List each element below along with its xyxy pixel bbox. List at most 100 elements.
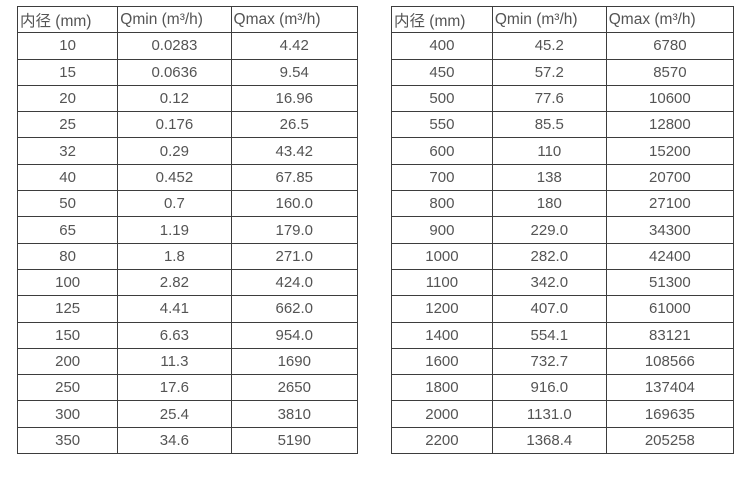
- cell-qmax: 2650: [230, 374, 359, 402]
- cell-qmax: 6780: [605, 32, 735, 60]
- cell-qmin: 0.7: [117, 190, 232, 218]
- col-header-qmax: Qmax (m³/h): [230, 5, 359, 34]
- table-row: 550 85.5 12800: [391, 111, 735, 139]
- cell-qmax: 8570: [605, 58, 735, 86]
- table-row: 400 45.2 6780: [391, 32, 735, 60]
- cell-diameter: 900: [391, 216, 493, 244]
- table-row: 2200 1368.4 205258: [391, 426, 735, 455]
- table-row: 2000 1131.0 169635: [391, 400, 735, 428]
- table-row: 40 0.452 67.85: [16, 163, 359, 192]
- table-row: 20 0.12 16.96: [16, 84, 359, 113]
- cell-qmin: 1.19: [117, 216, 232, 244]
- cell-diameter: 400: [391, 32, 493, 60]
- cell-qmax: 83121: [605, 321, 735, 349]
- cell-diameter: 20: [16, 84, 119, 113]
- table-row: 900 229.0 34300: [391, 216, 735, 244]
- cell-qmax: 51300: [605, 268, 735, 297]
- table-row: 500 77.6 10600: [391, 84, 735, 113]
- table-row: 65 1.19 179.0: [16, 216, 359, 244]
- table-row: 1600 732.7 108566: [391, 347, 735, 376]
- header-row: 内径 (mm) Qmin (m³/h) Qmax (m³/h): [391, 5, 735, 34]
- cell-diameter: 200: [16, 347, 119, 376]
- col-header-diameter: 内径 (mm): [391, 5, 493, 34]
- cell-qmin: 4.41: [117, 295, 232, 323]
- table-row: 25 0.176 26.5: [16, 111, 359, 139]
- cell-diameter: 15: [16, 58, 119, 86]
- table-row: 700 138 20700: [391, 163, 735, 192]
- cell-qmax: 108566: [605, 347, 735, 376]
- table-row: 15 0.0636 9.54: [16, 58, 359, 86]
- cell-qmax: 43.42: [230, 137, 359, 165]
- cell-qmin: 229.0: [491, 216, 607, 244]
- cell-qmax: 27100: [605, 190, 735, 218]
- header-row: 内径 (mm) Qmin (m³/h) Qmax (m³/h): [16, 5, 359, 34]
- col-header-qmin: Qmin (m³/h): [491, 5, 607, 34]
- table-row: 200 11.3 1690: [16, 347, 359, 376]
- cell-qmax: 662.0: [230, 295, 359, 323]
- table-row: 1100 342.0 51300: [391, 268, 735, 297]
- cell-diameter: 1100: [391, 268, 493, 297]
- cell-qmax: 10600: [605, 84, 735, 113]
- cell-diameter: 1600: [391, 347, 493, 376]
- cell-qmin: 1.8: [117, 242, 232, 270]
- col-header-qmin: Qmin (m³/h): [117, 5, 232, 34]
- cell-diameter: 550: [391, 111, 493, 139]
- table-row: 300 25.4 3810: [16, 400, 359, 428]
- cell-qmin: 916.0: [491, 374, 607, 402]
- cell-qmax: 3810: [230, 400, 359, 428]
- cell-diameter: 250: [16, 374, 119, 402]
- cell-qmax: 424.0: [230, 268, 359, 297]
- table-row: 800 180 27100: [391, 190, 735, 218]
- cell-qmin: 17.6: [117, 374, 232, 402]
- table-row: 32 0.29 43.42: [16, 137, 359, 165]
- cell-qmin: 110: [491, 137, 607, 165]
- cell-qmax: 271.0: [230, 242, 359, 270]
- cell-qmin: 57.2: [491, 58, 607, 86]
- cell-diameter: 1400: [391, 321, 493, 349]
- cell-qmax: 160.0: [230, 190, 359, 218]
- cell-qmin: 1131.0: [491, 400, 607, 428]
- table-row: 1200 407.0 61000: [391, 295, 735, 323]
- cell-qmin: 0.0636: [117, 58, 232, 86]
- cell-qmin: 180: [491, 190, 607, 218]
- cell-qmin: 0.29: [117, 137, 232, 165]
- cell-qmax: 205258: [605, 426, 735, 455]
- cell-diameter: 2000: [391, 400, 493, 428]
- cell-qmax: 137404: [605, 374, 735, 402]
- cell-diameter: 25: [16, 111, 119, 139]
- cell-qmax: 5190: [230, 426, 359, 455]
- cell-qmin: 11.3: [117, 347, 232, 376]
- cell-diameter: 1000: [391, 242, 493, 270]
- cell-diameter: 1800: [391, 374, 493, 402]
- cell-qmax: 169635: [605, 400, 735, 428]
- cell-qmax: 34300: [605, 216, 735, 244]
- cell-qmax: 179.0: [230, 216, 359, 244]
- table-row: 250 17.6 2650: [16, 374, 359, 402]
- cell-qmax: 15200: [605, 137, 735, 165]
- cell-qmin: 45.2: [491, 32, 607, 60]
- table-row: 600 110 15200: [391, 137, 735, 165]
- table-row: 1400 554.1 83121: [391, 321, 735, 349]
- cell-qmin: 282.0: [491, 242, 607, 270]
- cell-diameter: 32: [16, 137, 119, 165]
- cell-diameter: 1200: [391, 295, 493, 323]
- cell-diameter: 600: [391, 137, 493, 165]
- cell-diameter: 150: [16, 321, 119, 349]
- cell-qmin: 77.6: [491, 84, 607, 113]
- col-header-diameter: 内径 (mm): [16, 5, 119, 34]
- table-row: 1800 916.0 137404: [391, 374, 735, 402]
- cell-diameter: 50: [16, 190, 119, 218]
- cell-diameter: 800: [391, 190, 493, 218]
- cell-qmax: 4.42: [230, 32, 359, 60]
- cell-qmin: 85.5: [491, 111, 607, 139]
- cell-diameter: 500: [391, 84, 493, 113]
- cell-qmin: 342.0: [491, 268, 607, 297]
- flow-spec-page: 内径 (mm) Qmin (m³/h) Qmax (m³/h) 10 0.0283…: [16, 5, 735, 455]
- table-row: 150 6.63 954.0: [16, 321, 359, 349]
- cell-diameter: 65: [16, 216, 119, 244]
- flow-table-left: 内径 (mm) Qmin (m³/h) Qmax (m³/h) 10 0.0283…: [16, 5, 359, 455]
- cell-qmin: 34.6: [117, 426, 232, 455]
- col-header-qmax: Qmax (m³/h): [605, 5, 735, 34]
- cell-diameter: 10: [16, 32, 119, 60]
- table-row: 450 57.2 8570: [391, 58, 735, 86]
